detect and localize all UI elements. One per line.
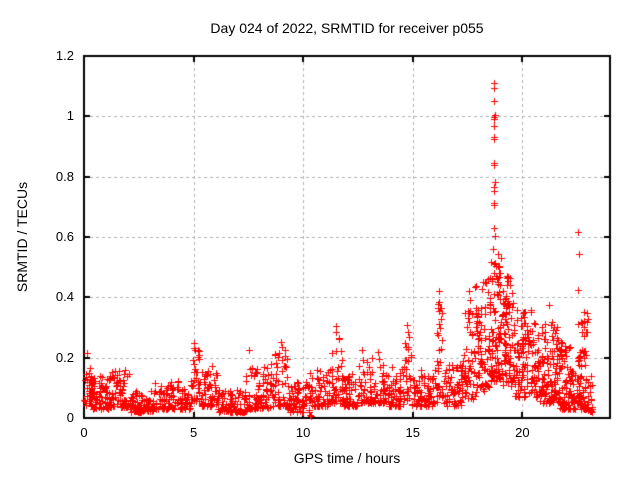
y-tick-label: 0.4 — [55, 289, 74, 305]
chart-title: Day 024 of 2022, SRMTID for receiver p05… — [210, 20, 484, 36]
x-tick-label: 10 — [295, 425, 311, 440]
x-tick-label: 20 — [515, 425, 530, 440]
y-tick-label: 1 — [66, 108, 74, 124]
y-tick-label: 0.2 — [55, 349, 74, 365]
x-tick-label: 15 — [405, 425, 420, 440]
y-tick-label: 0 — [66, 410, 74, 425]
y-tick-label: 0.8 — [55, 168, 74, 184]
y-tick-label: 1.2 — [55, 48, 74, 63]
x-tick-label: 0 — [80, 425, 88, 440]
x-tick-label: 5 — [189, 425, 198, 440]
y-tick-label: 0.6 — [55, 229, 74, 244]
x-axis-title: GPS time / hours — [293, 450, 401, 466]
